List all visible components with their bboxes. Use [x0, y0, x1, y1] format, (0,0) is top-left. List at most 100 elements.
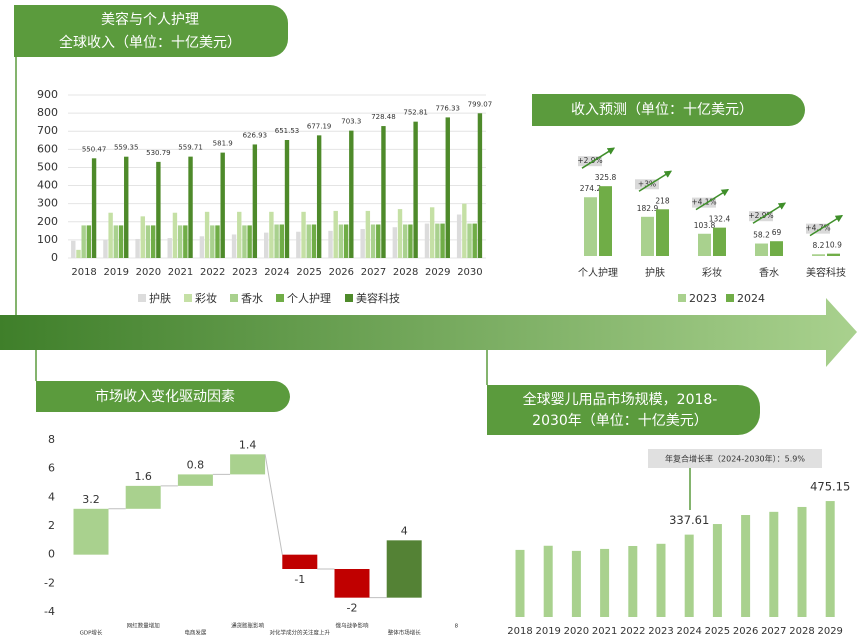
bar [333, 210, 338, 258]
bar [247, 225, 252, 258]
x-tick-label: 2023 [232, 267, 257, 278]
growth-label: +3% [638, 179, 656, 188]
legend-swatch [678, 294, 686, 302]
growth-label: +2.9% [748, 211, 773, 220]
bar [376, 224, 381, 258]
legend-swatch [345, 294, 353, 302]
bar [712, 524, 722, 617]
bar [797, 506, 807, 617]
bar [140, 216, 145, 258]
x-tick-label: 护肤 [645, 266, 665, 279]
bar [392, 227, 398, 258]
x-tick-label: 2024 [676, 626, 701, 637]
bar [86, 225, 92, 258]
bar [360, 229, 365, 258]
x-tick-label: 2029 [425, 267, 450, 278]
value-label: 325.8 [595, 173, 617, 182]
bar [515, 549, 525, 617]
bar [365, 210, 371, 258]
y-tick-label: 600 [37, 142, 58, 155]
legend-label: 2024 [737, 292, 765, 305]
value-label: 0.8 [187, 458, 205, 471]
bar [477, 113, 483, 258]
waterfall-bar [177, 474, 213, 486]
y-tick-label: 0 [51, 251, 58, 264]
bar [769, 511, 779, 617]
x-tick-label: 2018 [71, 267, 96, 278]
y-tick-label: 900 [37, 88, 58, 101]
value-label: 530.79 [146, 149, 171, 157]
x-tick-label: 电商发展 [184, 629, 207, 637]
value-label: 103.8 [694, 221, 716, 230]
bar [599, 186, 612, 256]
x-tick-label: 8 [455, 624, 459, 630]
growth-box [749, 211, 773, 222]
bar [343, 224, 349, 258]
x-tick-label: 对化学成分的关注度上升 [270, 629, 331, 637]
bar [429, 207, 435, 258]
bar [156, 161, 161, 258]
legend-label: 个人护理 [287, 291, 331, 305]
legend-swatch [276, 294, 284, 302]
x-tick-label: 2024 [264, 267, 289, 278]
growth-box [635, 179, 659, 190]
growth-box [692, 197, 716, 208]
bar [274, 224, 279, 258]
bar [825, 501, 835, 617]
value-label: 677.19 [307, 122, 332, 130]
bar [349, 130, 354, 258]
waterfall-bar [230, 454, 266, 475]
bar [301, 211, 306, 258]
x-tick-label: 个人护理 [578, 266, 618, 279]
value-label: 8.2 [813, 241, 825, 250]
value-label: 132.4 [709, 215, 731, 224]
legend-label: 香水 [241, 292, 263, 305]
x-tick-label: 2028 [393, 267, 418, 278]
bar [370, 224, 376, 258]
connector [264, 454, 283, 555]
y-tick-label: 8 [48, 433, 55, 446]
y-tick-label: -2 [44, 576, 55, 589]
chart-title: 收入预测（单位：十亿美元） [571, 102, 753, 118]
bar [183, 225, 188, 258]
growth-arrow [581, 147, 616, 169]
value-label: 58.2 [753, 231, 770, 240]
bar [210, 225, 215, 258]
x-tick-label: 2022 [200, 267, 225, 278]
bar [311, 224, 317, 258]
bar [264, 232, 269, 258]
y-tick-label: 700 [37, 124, 58, 137]
bar [397, 209, 403, 258]
bar [435, 223, 440, 258]
value-label: 559.35 [114, 144, 139, 152]
value-label: 1.6 [134, 470, 152, 483]
bar [167, 238, 172, 258]
bar [135, 238, 140, 258]
legend-label: 护肤 [149, 291, 171, 305]
value-label: 10.9 [825, 241, 842, 250]
bar [118, 225, 124, 258]
bar [188, 156, 193, 258]
bar [177, 225, 183, 258]
x-tick-label: 2018 [507, 626, 532, 637]
value-label: 728.48 [371, 113, 396, 121]
value-label: 182.9 [637, 204, 659, 213]
bar [108, 212, 113, 258]
x-tick-label: 俄乌战争影响 [335, 622, 369, 630]
x-tick-label: 整体市场增长 [388, 629, 422, 637]
bar [698, 233, 711, 256]
value-label: 651.53 [275, 127, 300, 135]
chart-title: 市场收入变化驱动因素 [95, 388, 235, 405]
chart-title: 2030年（单位：十亿美元） [532, 413, 708, 429]
y-tick-label: -4 [44, 605, 55, 618]
value-label: 799.07 [468, 100, 493, 108]
x-tick-label: 2022 [620, 626, 645, 637]
y-tick-label: 0 [48, 548, 55, 561]
value-label: 274.2 [580, 184, 602, 193]
x-tick-label: 2025 [296, 267, 321, 278]
banner [487, 385, 760, 435]
y-tick-label: 2 [48, 519, 55, 532]
bar [220, 152, 225, 258]
x-tick-label: 香水 [759, 267, 779, 279]
annotation: 年复合增长率（2024-2030年）：5.9% [665, 454, 805, 464]
